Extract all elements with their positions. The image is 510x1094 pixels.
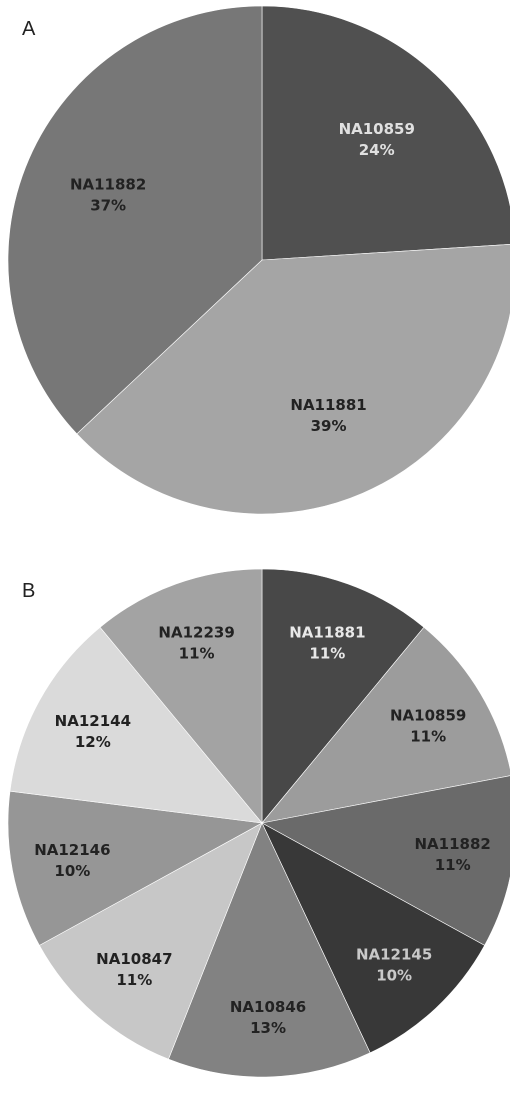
slice-pct-na10846: 13% xyxy=(250,1019,286,1037)
pie-slice-na10846 xyxy=(168,822,371,1078)
slice-label-na12144: NA12144 xyxy=(55,712,131,730)
panel-letter-a: A xyxy=(22,18,36,40)
pie-slice-na12144 xyxy=(9,626,263,824)
slice-pct-na12145: 10% xyxy=(376,967,412,985)
slice-label-na11882: NA11882 xyxy=(414,835,490,853)
slice-label-na12145: NA12145 xyxy=(356,946,432,964)
pie-a-svg: NA10859 24% NA11881 39% NA11882 37% xyxy=(7,5,510,515)
slice-pct-na10847: 11% xyxy=(116,971,152,989)
pie-slice-na12146 xyxy=(7,790,263,946)
pie-slice-na11881 xyxy=(76,244,510,515)
slice-label-na11881: NA11881 xyxy=(290,396,366,414)
slice-pct-na10859: 11% xyxy=(410,728,446,746)
pie-slice-na12239 xyxy=(99,568,263,824)
slice-pct-na11882: 11% xyxy=(435,856,471,874)
slice-label-na11881: NA11881 xyxy=(289,623,365,641)
slice-pct-na11881: 39% xyxy=(311,417,347,435)
slice-label-na10846: NA10846 xyxy=(230,998,306,1016)
pie-chart-b: B NA11881 11% NA10859 11% NA11882 11% NA12145 1… xyxy=(0,568,510,1094)
pie-b-svg: NA11881 11% NA10859 11% NA11882 11% NA12145 10%… xyxy=(7,568,510,1078)
slice-label-na10847: NA10847 xyxy=(96,950,172,968)
slice-label-na10859: NA10859 xyxy=(390,707,466,725)
slice-pct-na12146: 10% xyxy=(54,862,90,880)
slice-label-na12146: NA12146 xyxy=(34,841,110,859)
pie-slice-na11882 xyxy=(261,775,510,946)
slice-label-na10859: NA10859 xyxy=(339,120,415,138)
pie-slice-na10859 xyxy=(261,5,510,261)
pie-slice-na10859 xyxy=(261,626,510,824)
panel-letter-b: B xyxy=(22,580,36,602)
slice-pct-na12144: 12% xyxy=(75,733,111,751)
slice-pct-na11882: 37% xyxy=(90,196,126,214)
slice-label-na11882: NA11882 xyxy=(70,175,146,193)
slice-pct-na11881: 11% xyxy=(309,644,345,662)
pie-slice-na10847 xyxy=(39,822,263,1060)
pie-slice-na12145 xyxy=(261,822,485,1054)
pie-slice-na11881 xyxy=(261,568,425,824)
pie-slice-na11882 xyxy=(7,5,263,435)
slice-pct-na10859: 24% xyxy=(359,141,395,159)
slice-label-na12239: NA12239 xyxy=(158,623,234,641)
pie-chart-a: A NA10859 24% NA11881 39% NA11882 37% xyxy=(7,5,510,515)
slice-pct-na12239: 11% xyxy=(179,644,215,662)
